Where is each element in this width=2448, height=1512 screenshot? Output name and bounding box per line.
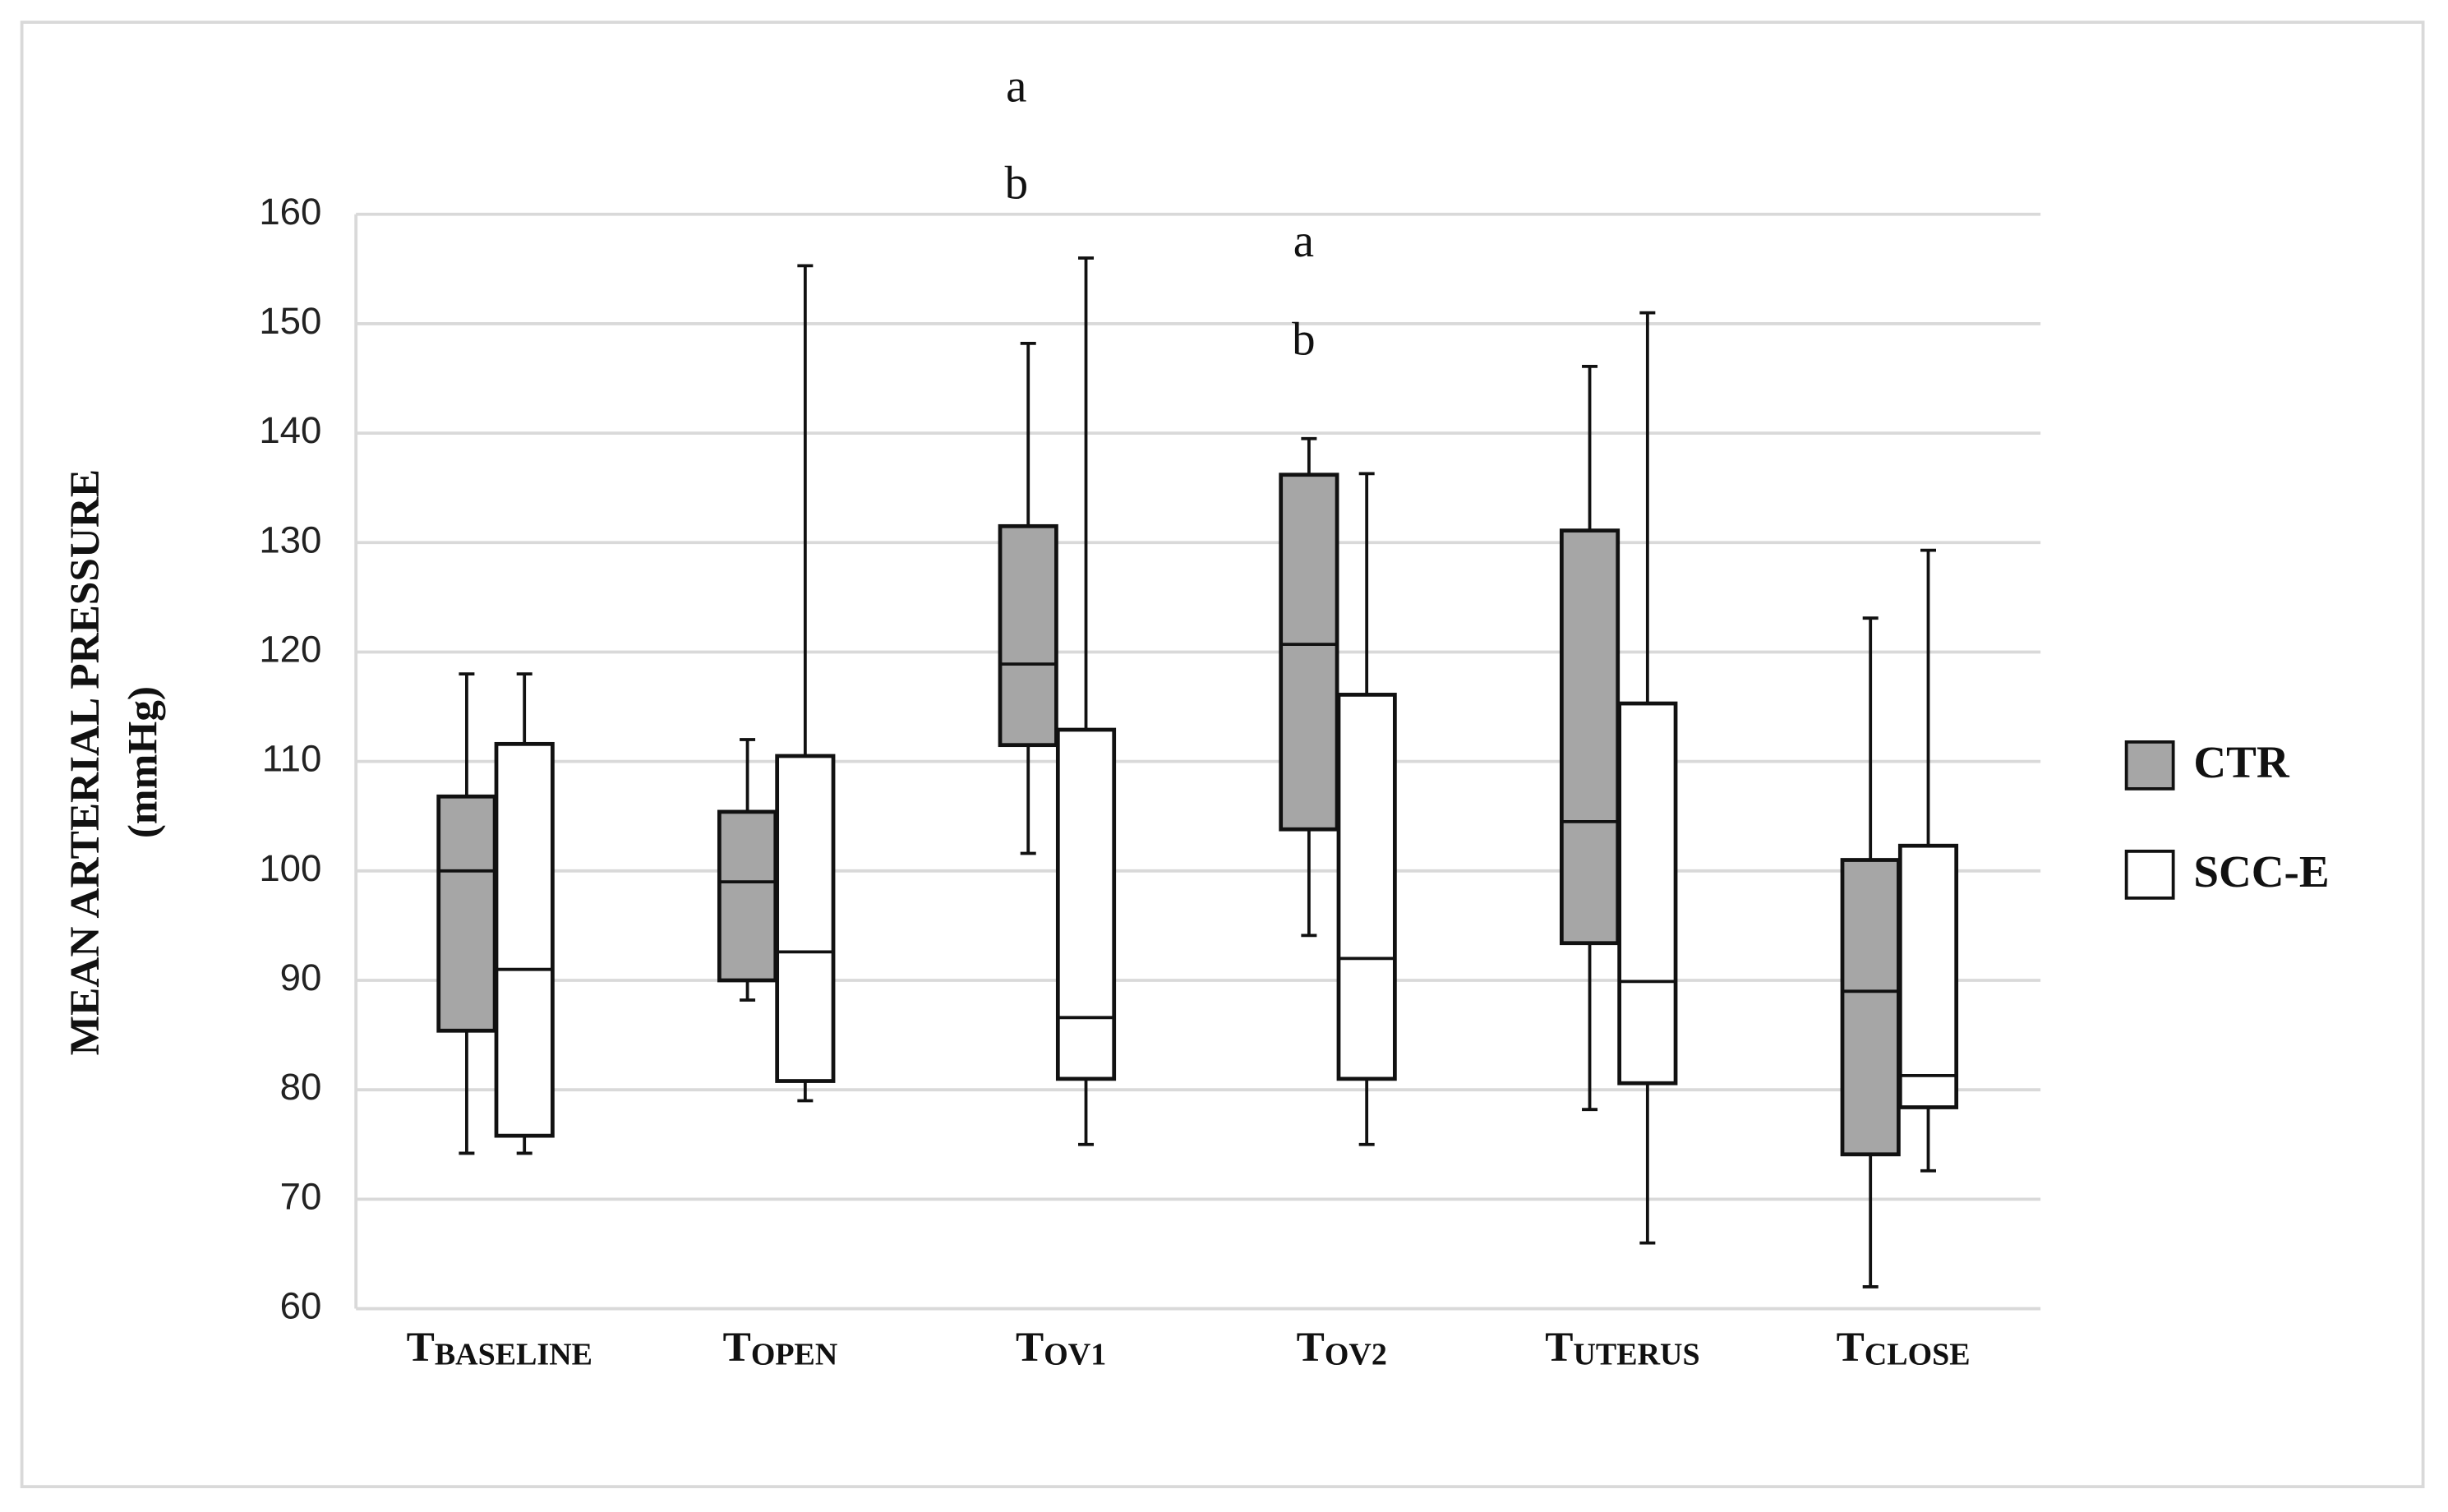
box bbox=[1617, 311, 1678, 1245]
box-body bbox=[494, 741, 555, 1138]
box-body bbox=[1279, 472, 1339, 832]
box-body bbox=[1840, 858, 1901, 1157]
x-tick-label-subscript: BASELINE bbox=[435, 1337, 592, 1371]
y-tick-label: 160 bbox=[259, 191, 321, 233]
x-tick-label-main: T bbox=[1016, 1324, 1044, 1371]
x-tick-label: TUTERUS bbox=[1545, 1324, 1699, 1372]
y-axis-label-line: MEAN ARTERIAL PRESSURE bbox=[62, 469, 108, 1055]
y-tick-label: 150 bbox=[259, 300, 321, 342]
box bbox=[1336, 472, 1397, 1146]
y-tick-label: 70 bbox=[280, 1175, 322, 1217]
legend-label: SCC-E bbox=[2193, 846, 2329, 897]
y-tick-label: 120 bbox=[259, 629, 321, 671]
y-axis-label: MEAN ARTERIAL PRESSURE (mmHg) bbox=[62, 469, 166, 1055]
y-tick-label: 130 bbox=[259, 519, 321, 560]
y-tick-label: 100 bbox=[259, 847, 321, 889]
box bbox=[1897, 548, 1959, 1173]
legend-swatch bbox=[2124, 849, 2175, 900]
box-body bbox=[717, 809, 778, 983]
box-body bbox=[1336, 693, 1397, 1081]
box-body bbox=[1559, 528, 1620, 946]
annotation: a bbox=[1293, 215, 1314, 267]
box bbox=[717, 738, 778, 1002]
x-tick-label: TOPEN bbox=[723, 1324, 838, 1372]
box-body bbox=[436, 794, 497, 1033]
box bbox=[494, 672, 555, 1155]
y-tick-label: 90 bbox=[280, 957, 322, 998]
x-tick-label-main: T bbox=[1297, 1324, 1325, 1371]
box-body bbox=[775, 754, 836, 1083]
y-tick-label: 140 bbox=[259, 409, 321, 451]
legend-swatch bbox=[2124, 740, 2175, 791]
x-tick-label-subscript: OV1 bbox=[1044, 1337, 1106, 1371]
box-body bbox=[1617, 701, 1678, 1086]
box bbox=[1055, 256, 1117, 1146]
chart-frame bbox=[20, 21, 2425, 1489]
box bbox=[1279, 436, 1339, 938]
y-tick-label: 110 bbox=[262, 738, 322, 780]
x-tick-label: TCLOSE bbox=[1837, 1324, 1971, 1372]
annotation: b bbox=[1292, 314, 1316, 366]
x-tick-label-main: T bbox=[407, 1324, 435, 1371]
box bbox=[1840, 616, 1901, 1288]
box-body bbox=[1055, 727, 1117, 1081]
x-tick-label-main: T bbox=[1545, 1324, 1573, 1371]
x-tick-label: TBASELINE bbox=[407, 1324, 592, 1372]
x-tick-label-subscript: CLOSE bbox=[1865, 1337, 1971, 1371]
y-tick-label: 80 bbox=[280, 1066, 322, 1108]
x-tick-label-main: T bbox=[723, 1324, 751, 1371]
legend-label: CTR bbox=[2193, 737, 2290, 787]
annotation: a bbox=[1006, 61, 1026, 113]
x-tick-label-subscript: UTERUS bbox=[1574, 1337, 1700, 1371]
box-body bbox=[998, 523, 1058, 748]
box bbox=[998, 341, 1058, 855]
x-tick-label-subscript: OPEN bbox=[751, 1337, 838, 1371]
y-axis-label-line: (mmHg) bbox=[119, 686, 166, 838]
x-tick-label: TOV2 bbox=[1297, 1324, 1387, 1372]
box-body bbox=[1897, 843, 1959, 1109]
x-tick-label: TOV1 bbox=[1016, 1324, 1106, 1372]
box bbox=[775, 264, 836, 1103]
x-tick-label-subscript: OV2 bbox=[1325, 1337, 1387, 1371]
annotation: b bbox=[1005, 158, 1029, 210]
box bbox=[1559, 364, 1620, 1112]
y-tick-label: 60 bbox=[280, 1285, 322, 1327]
x-tick-label-main: T bbox=[1837, 1324, 1865, 1371]
